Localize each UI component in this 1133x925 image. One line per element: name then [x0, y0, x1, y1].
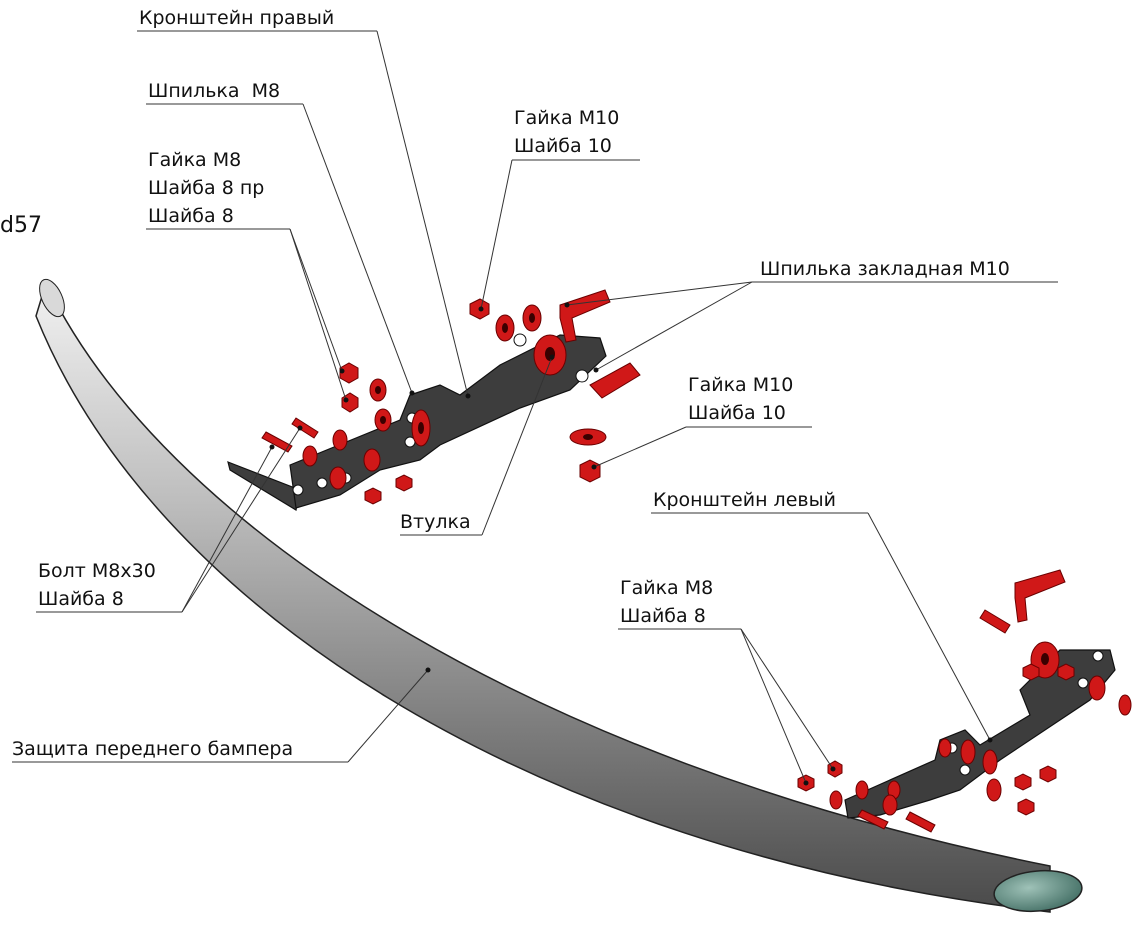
label-nut-m10-top: Гайка M10: [514, 107, 620, 129]
fasteners-left-group: [797, 569, 1132, 833]
bracket-left-shape: [844, 649, 1116, 819]
label-bolt-group: Болт M8x30 Шайба 8: [38, 557, 156, 613]
fasteners-right-group: [261, 289, 641, 505]
label-front-bumper-guard: Защита переднего бампера: [12, 738, 294, 760]
label-bracket-left: Кронштейн левый: [653, 489, 836, 511]
label-washer-10-mid: Шайба 10: [688, 402, 786, 424]
label-washer-8-bottom: Шайба 8: [620, 605, 706, 627]
tube-end-cap: [993, 869, 1083, 913]
label-washer-10-top: Шайба 10: [514, 135, 612, 157]
label-m8-bottom: Гайка M8 Шайба 8: [620, 574, 713, 630]
label-washer-8-top: Шайба 8: [148, 205, 234, 227]
label-stud-m8: Шпилька M8: [148, 80, 281, 102]
label-embedded-stud-m10: Шпилька закладная M10: [760, 258, 1010, 280]
label-bushing: Втулка: [400, 511, 471, 533]
label-nut-m8-bottom: Гайка M8: [620, 577, 714, 599]
label-bracket-right: Кронштейн правый: [139, 7, 335, 29]
label-m10-top: Гайка M10 Шайба 10: [514, 104, 619, 160]
label-nut-m8-top: Гайка M8: [148, 149, 242, 171]
label-washer-8-left: Шайба 8: [38, 588, 124, 610]
label-washer-8pr: Шайба 8 пр: [148, 177, 265, 199]
label-m10-mid: Гайка M10 Шайба 10: [688, 371, 793, 427]
label-bolt-m8x30: Болт M8x30: [38, 560, 156, 582]
label-nut-m10-mid: Гайка M10: [688, 374, 794, 396]
leader-dots: [269, 302, 993, 786]
label-nut-washers-top: Гайка M8 Шайба 8 пр Шайба 8: [148, 146, 264, 230]
drawing-code: d57: [0, 213, 42, 238]
leader-lines: [12, 30, 1058, 784]
